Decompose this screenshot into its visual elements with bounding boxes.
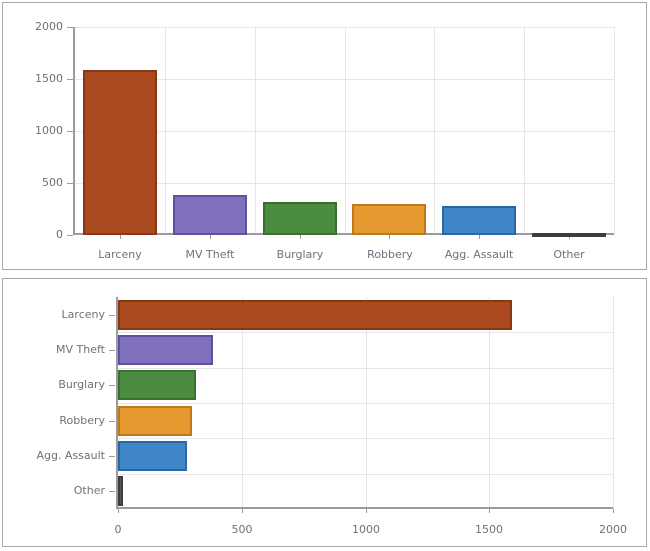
gridline-category-boundary xyxy=(614,27,615,235)
category-label-agg-assault: Agg. Assault xyxy=(36,449,105,462)
gridline-category-boundary xyxy=(524,27,525,235)
category-label-robbery: Robbery xyxy=(367,248,413,261)
gridline-y-500 xyxy=(75,183,614,184)
gridline-category-boundary xyxy=(345,27,346,235)
x-axis-line xyxy=(73,233,614,235)
category-tick-mv-theft xyxy=(109,350,115,351)
x-axis-label-1000: 1000 xyxy=(352,523,380,536)
x-axis-tick-larceny xyxy=(120,235,121,239)
category-axis-line xyxy=(116,297,118,509)
bar-other[interactable] xyxy=(532,233,606,237)
x-axis-tick-burglary xyxy=(300,235,301,239)
x-axis-tick-mv-theft xyxy=(210,235,211,239)
gridline-category-boundary xyxy=(434,27,435,235)
bar-mv-theft[interactable] xyxy=(118,335,213,365)
bar-other[interactable] xyxy=(118,476,123,506)
category-tick-burglary xyxy=(109,385,115,386)
y-axis-tick-0 xyxy=(67,235,73,236)
y-axis-tick-2000 xyxy=(67,27,73,28)
category-label-larceny: Larceny xyxy=(98,248,142,261)
gridline-category-boundary xyxy=(118,368,613,369)
x-axis-tick-0 xyxy=(118,509,119,513)
y-axis-label-500: 500 xyxy=(42,176,63,189)
column-chart: 0 500 1000 1500 2000 Larceny MV Theft Burglary R… xyxy=(3,3,646,269)
x-axis-label-500: 500 xyxy=(231,523,253,536)
x-axis-tick-1500 xyxy=(489,509,490,513)
category-label-burglary: Burglary xyxy=(58,378,105,391)
bar-larceny[interactable] xyxy=(83,70,157,235)
y-axis-label-0: 0 xyxy=(56,228,63,241)
category-tick-larceny xyxy=(109,315,115,316)
category-label-burglary: Burglary xyxy=(276,248,324,261)
y-axis-label-1000: 1000 xyxy=(35,124,63,137)
category-label-other: Other xyxy=(553,248,585,261)
category-label-mv-theft: MV Theft xyxy=(185,248,235,261)
bar-robbery[interactable] xyxy=(118,406,192,436)
x-axis-line xyxy=(116,507,613,509)
category-label-agg-assault: Agg. Assault xyxy=(444,248,514,261)
gridline-category-boundary xyxy=(118,332,613,333)
y-axis-tick-1000 xyxy=(67,131,73,132)
x-axis-tick-1000 xyxy=(366,509,367,513)
x-axis-label-0: 0 xyxy=(114,523,122,536)
category-tick-other xyxy=(109,491,115,492)
y-axis-tick-500 xyxy=(67,183,73,184)
x-axis-label-2000: 2000 xyxy=(599,523,627,536)
category-label-robbery: Robbery xyxy=(59,414,105,427)
x-axis-tick-2000 xyxy=(613,509,614,513)
x-axis-tick-500 xyxy=(242,509,243,513)
gridline-category-boundary xyxy=(118,474,613,475)
gridline-y-2000 xyxy=(75,27,614,28)
bar-larceny[interactable] xyxy=(118,300,512,330)
gridline-x-2000 xyxy=(613,297,614,509)
category-tick-robbery xyxy=(109,421,115,422)
gridline-category-boundary xyxy=(255,27,256,235)
horizontal-bar-chart-panel: Larceny MV Theft Burglary Robbery Agg. Assau… xyxy=(2,278,647,547)
gridline-y-1500 xyxy=(75,79,614,80)
category-label-other: Other xyxy=(73,484,105,497)
category-tick-agg-assault xyxy=(109,456,115,457)
bar-burglary[interactable] xyxy=(118,370,196,400)
y-axis-label-1500: 1500 xyxy=(35,72,63,85)
y-axis-line xyxy=(73,27,75,235)
horizontal-bar-chart: Larceny MV Theft Burglary Robbery Agg. Assau… xyxy=(3,279,646,546)
y-axis-tick-1500 xyxy=(67,79,73,80)
gridline-category-boundary xyxy=(118,403,613,404)
x-axis-tick-agg-assault xyxy=(479,235,480,239)
category-label-larceny: Larceny xyxy=(61,308,105,321)
gridline-category-boundary xyxy=(118,438,613,439)
bar-mv-theft[interactable] xyxy=(173,195,247,235)
x-axis-label-1500: 1500 xyxy=(475,523,503,536)
gridline-y-1000 xyxy=(75,131,614,132)
y-axis-label-2000: 2000 xyxy=(35,20,63,33)
gridline-category-boundary xyxy=(165,27,166,235)
x-axis-tick-robbery xyxy=(389,235,390,239)
column-chart-panel: 0 500 1000 1500 2000 Larceny MV Theft Burglary R… xyxy=(2,2,647,270)
bar-agg-assault[interactable] xyxy=(118,441,187,471)
category-label-mv-theft: MV Theft xyxy=(56,343,105,356)
x-axis-tick-other xyxy=(569,235,570,239)
bar-burglary[interactable] xyxy=(263,202,337,235)
bar-agg-assault[interactable] xyxy=(442,206,516,235)
bar-robbery[interactable] xyxy=(352,204,426,235)
